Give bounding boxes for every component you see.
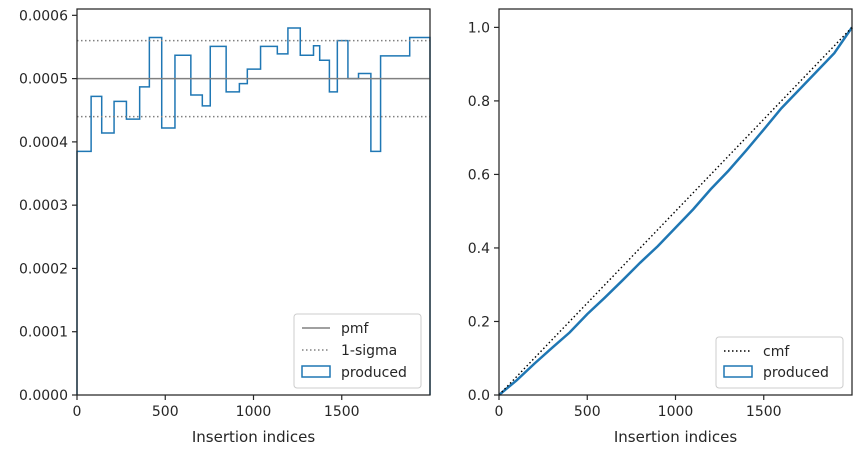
x-tick-label: 500 (574, 404, 601, 420)
y-tick-label: 0.0001 (19, 325, 68, 341)
x-axis-label: Insertion indices (614, 428, 737, 446)
y-tick-label: 0.0006 (19, 8, 68, 24)
y-tick-label: 0.0004 (19, 135, 68, 151)
x-tick-label: 1500 (746, 404, 782, 420)
y-tick-label: 0.4 (468, 241, 490, 257)
plot-area (499, 9, 852, 395)
legend-1-sigma-label: 1-sigma (341, 343, 397, 359)
legend-produced-swatch (723, 365, 753, 378)
histogram-panel: 0 500 1000 1500 0.0000 0.0001 0.0002 0.0003 0.00… (19, 8, 431, 446)
produced-line (498, 26, 854, 396)
legend-produced-label: produced (341, 365, 407, 381)
cumulative-panel: 0 500 1000 1500 0.0 0.2 0.4 0.6 0.8 1.0 Insertion… (468, 8, 854, 446)
x-tick-label: 1500 (324, 404, 360, 420)
y-tick-label: 0.0000 (19, 388, 68, 404)
x-axis-label: Insertion indices (192, 428, 315, 446)
x-tick-label: 1000 (658, 404, 694, 420)
x-tick-label: 500 (152, 404, 179, 420)
produced-step-histogram (76, 27, 431, 395)
y-tick-label: 0.2 (468, 314, 490, 330)
legend: pmf 1-sigma produced (293, 313, 422, 389)
y-tick-label: 1.0 (468, 20, 490, 36)
legend: cmf produced (715, 336, 844, 389)
legend-produced-label: produced (763, 365, 829, 381)
y-tick-label: 0.0003 (19, 198, 68, 214)
y-tick-label: 0.6 (468, 167, 490, 183)
x-tick-label: 1000 (236, 404, 272, 420)
x-tick-label: 0 (495, 404, 504, 420)
legend-cmf-label: cmf (763, 344, 790, 360)
legend-produced-swatch (301, 365, 331, 378)
y-tick-label: 0.8 (468, 94, 490, 110)
cmf-line (498, 26, 853, 396)
y-tick-label: 0.0005 (19, 72, 68, 88)
y-tick-label: 0.0002 (19, 261, 68, 277)
x-tick-label: 0 (73, 404, 82, 420)
y-tick-label: 0.0 (468, 388, 490, 404)
legend-pmf-label: pmf (341, 321, 370, 337)
